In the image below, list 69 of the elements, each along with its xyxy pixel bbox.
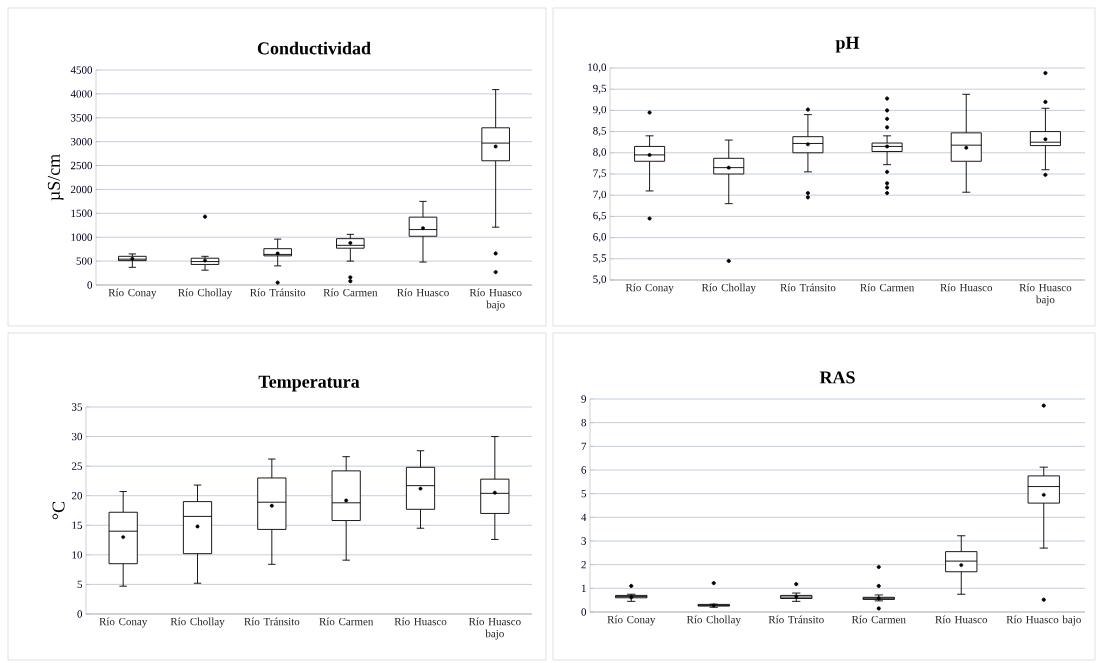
y-tick-label: 10,0 (588, 63, 607, 73)
x-tick-label: Río Huasco (394, 617, 447, 626)
y-tick-label: 20 (71, 492, 83, 500)
y-tick-label: 10 (72, 551, 83, 559)
x-tick-label: Río Huasco (940, 283, 993, 292)
y-tick-label: 8 (581, 418, 587, 427)
y-tick-label: 9,0 (593, 105, 607, 115)
x-tick-label: Río Huasco bajo (1006, 615, 1081, 626)
y-tick-label: 9,5 (593, 84, 607, 94)
x-tick-label: Río Conay (108, 288, 157, 299)
chart-title: Temperatura (258, 375, 360, 392)
x-tick-label: Río Chollay (686, 615, 741, 626)
y-tick-label: 35 (72, 403, 83, 411)
x-tick-label: Río Tránsito (768, 615, 824, 624)
y-tick-label: 2500 (70, 161, 93, 170)
y-tick-label: 4000 (70, 90, 93, 98)
y-tick-label: 6 (581, 466, 587, 474)
x-tick-label: Río Huasco (397, 288, 449, 297)
y-tick-label: 9 (581, 395, 587, 403)
y-tick-label: 8,5 (593, 127, 607, 137)
chart-title: Conductividad (257, 41, 371, 55)
y-tick-label: 8,0 (593, 148, 607, 158)
x-tick-label: Río Chollay (701, 283, 756, 294)
y-tick-label: 5,5 (593, 254, 607, 264)
y-tick-label: 30 (72, 432, 83, 441)
x-tick-label: Río Huasco bajo (469, 288, 522, 311)
y-axis-title: µS/cm (47, 154, 64, 201)
y-tick-label: 7 (581, 442, 587, 450)
x-tick-label: Río Carmen (860, 283, 915, 292)
x-tick-label: Río Chollay (178, 288, 233, 299)
y-tick-label: 2 (581, 561, 586, 569)
y-tick-label: 4 (581, 513, 587, 521)
x-tick-label: Río Tránsito (250, 288, 306, 297)
y-tick-label: 0 (87, 281, 93, 289)
y-tick-label: 3000 (71, 137, 93, 146)
x-tick-label: Río Chollay (170, 617, 225, 628)
x-tick-label: Río Huasco bajo (1019, 283, 1072, 306)
y-tick-label: 4500 (70, 66, 93, 74)
y-tick-label: 1500 (71, 209, 93, 218)
x-tick-label: Río Carmen (851, 615, 906, 624)
x-tick-label: Río Tránsito (780, 283, 836, 292)
chart-title: pH (835, 36, 860, 53)
y-axis-title: °C (52, 501, 65, 520)
y-tick-label: 3 (581, 537, 587, 545)
y-tick-label: 5 (581, 490, 587, 498)
y-tick-label: 5,0 (593, 275, 607, 285)
y-tick-label: 7,0 (593, 190, 607, 200)
y-tick-label: 1 (581, 584, 586, 592)
y-tick-label: 25 (71, 462, 83, 470)
y-tick-label: 3500 (71, 114, 93, 122)
y-tick-label: 6,0 (593, 233, 607, 243)
y-tick-label: 6,5 (593, 211, 607, 221)
y-tick-label: 0 (77, 610, 83, 618)
y-tick-label: 0 (581, 608, 587, 616)
x-tick-label: Río Conay (625, 283, 674, 294)
x-tick-label: Río Carmen (319, 617, 374, 626)
y-tick-label: 1000 (71, 233, 93, 241)
y-tick-label: 500 (76, 257, 93, 265)
y-tick-label: 5 (77, 580, 83, 589)
y-tick-label: 2000 (70, 185, 93, 194)
x-tick-label: Río Carmen (323, 288, 378, 297)
chart-title: RAS (819, 371, 855, 384)
x-tick-label: Río Huasco bajo (468, 617, 521, 640)
x-tick-label: Río Tránsito (244, 617, 300, 626)
x-tick-label: Río Huasco (935, 615, 988, 624)
y-tick-label: 7,5 (593, 169, 607, 179)
x-tick-label: Río Conay (607, 615, 656, 626)
y-tick-label: 15 (72, 521, 83, 529)
x-tick-label: Río Conay (99, 617, 148, 628)
